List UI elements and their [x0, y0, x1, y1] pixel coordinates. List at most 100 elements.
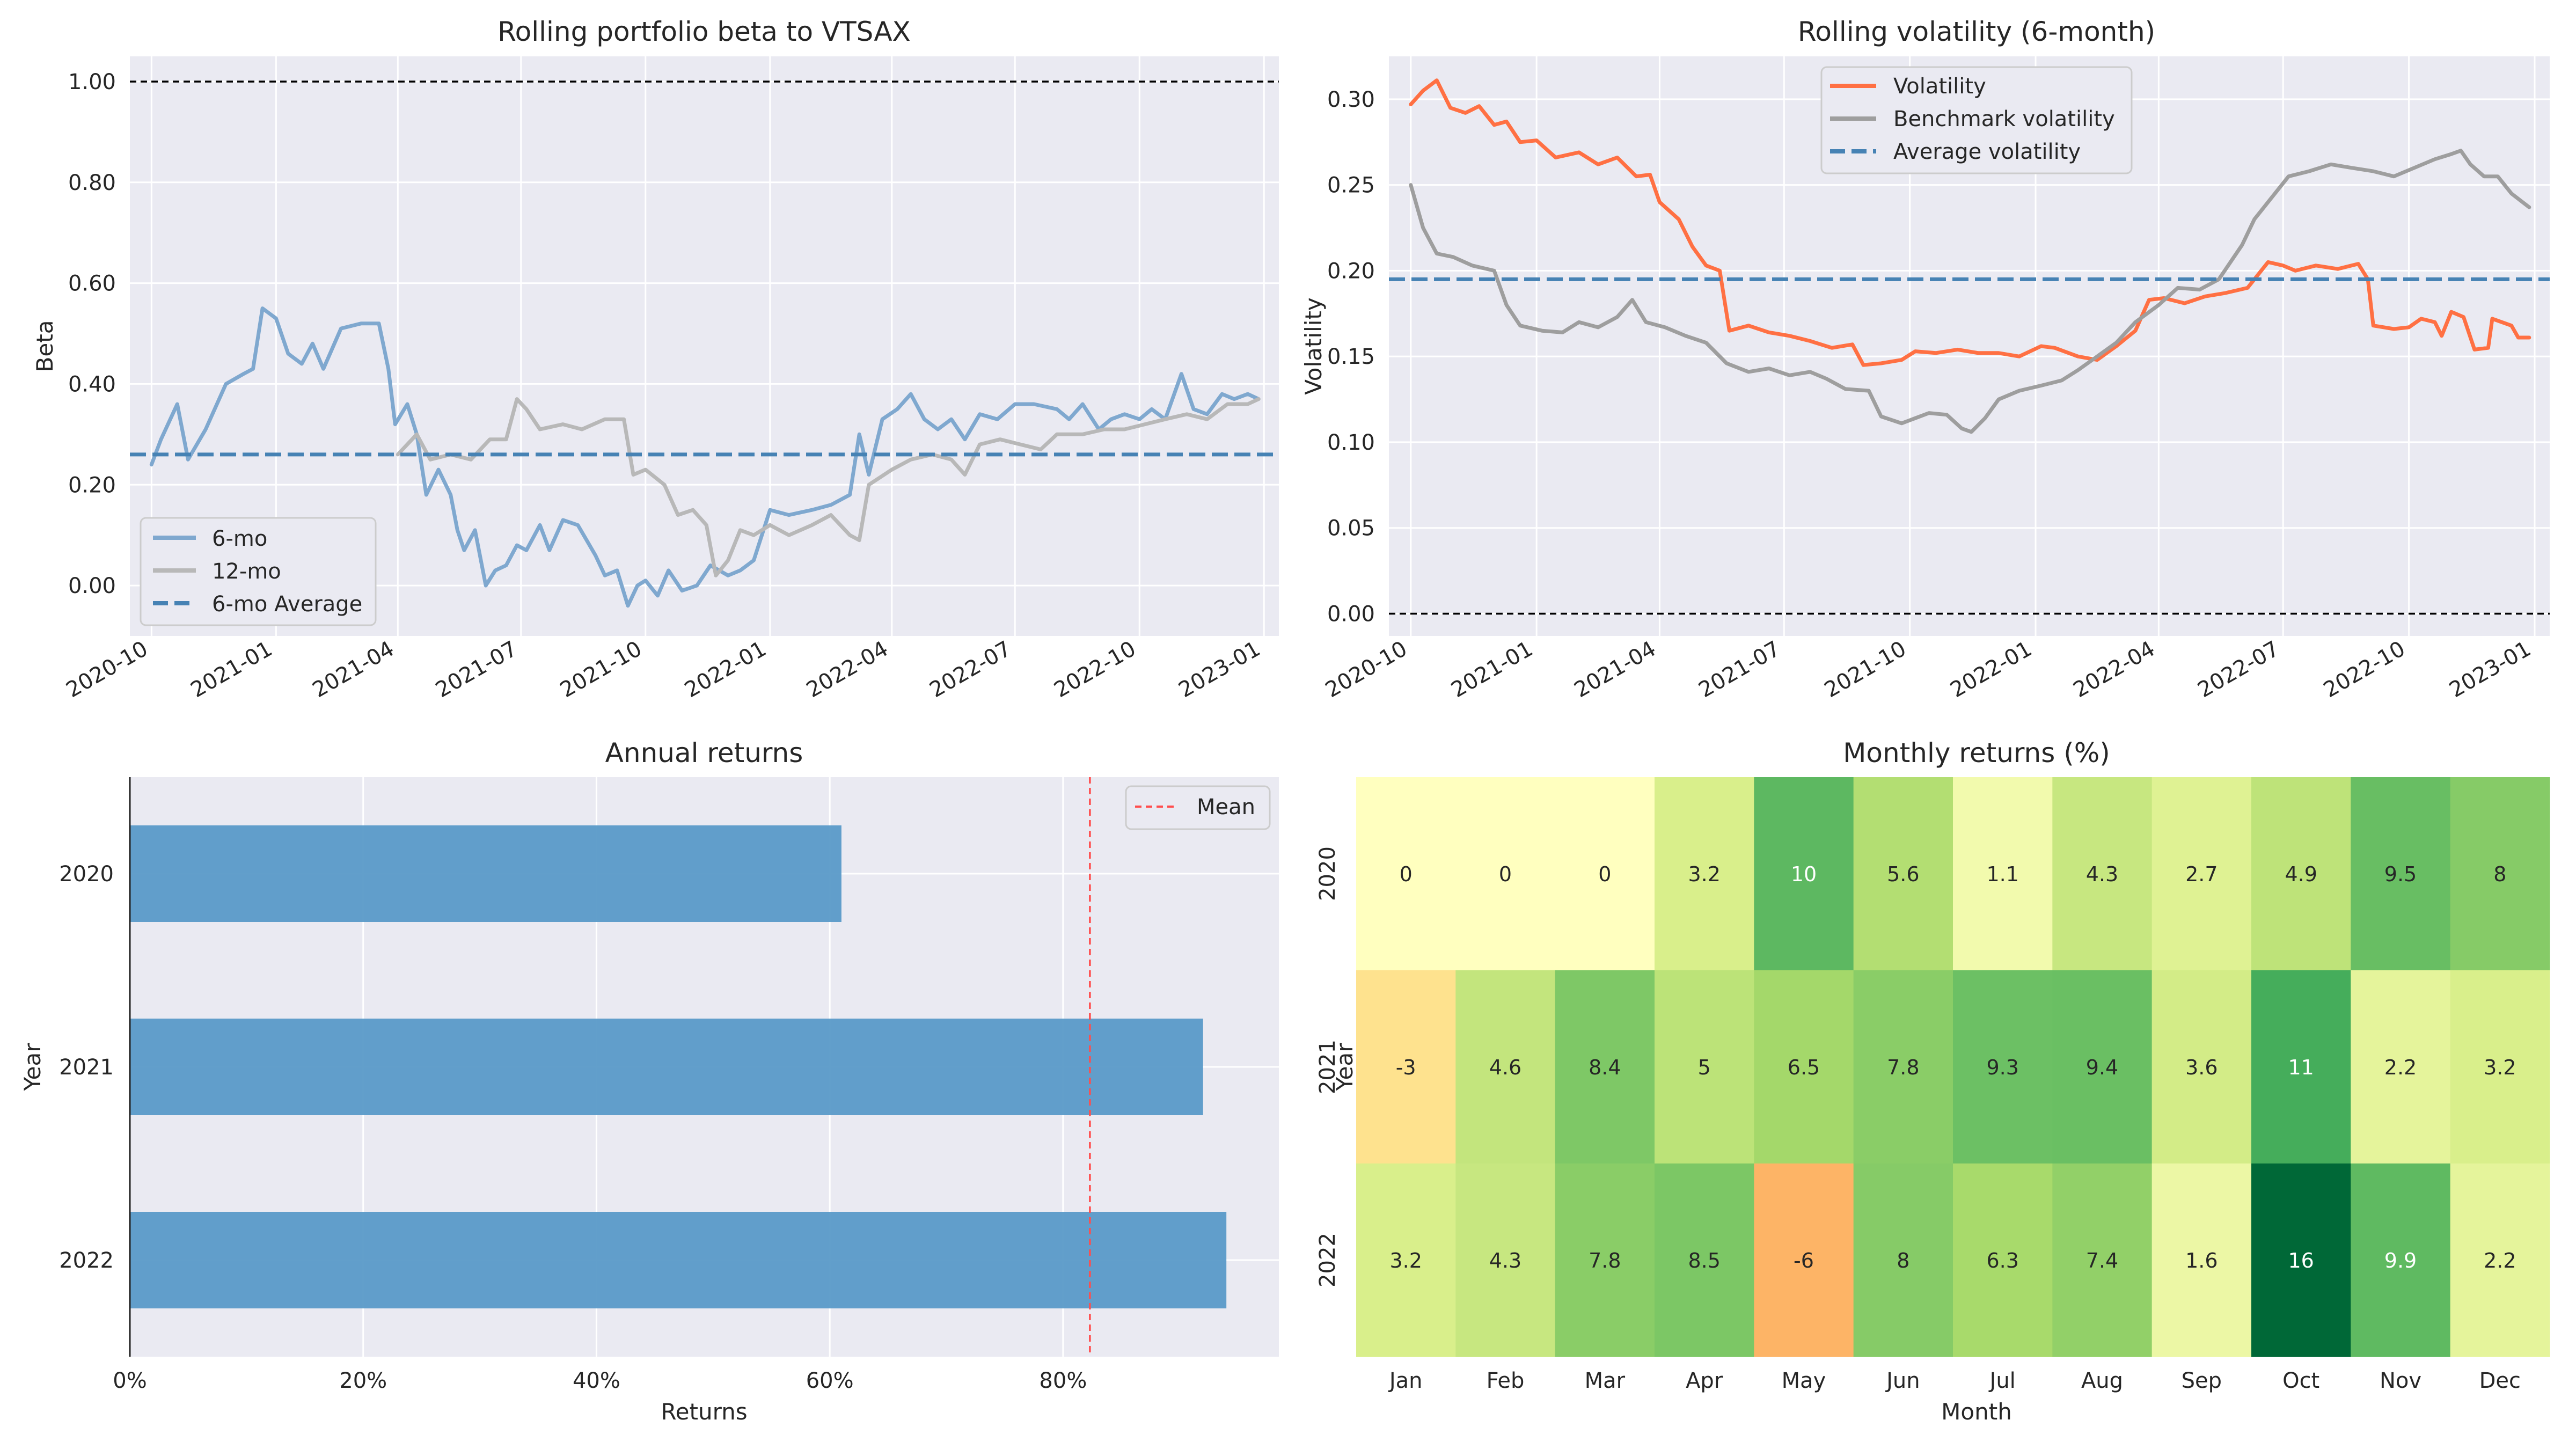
heatmap-cell-value: 7.4	[2086, 1249, 2118, 1272]
annual-returns-y-axis-label: Year	[19, 1043, 46, 1092]
series-line-6-mo	[149, 306, 1261, 608]
x-tick-label: Aug	[2081, 1368, 2123, 1393]
y-tick-label: 2020	[59, 862, 114, 887]
heatmap-cell	[1356, 970, 1456, 1164]
y-tick-label: 0.80	[68, 171, 116, 195]
heatmap-cell-value: 3.2	[1389, 1249, 1422, 1272]
y-tick-label: 2022	[1315, 1233, 1340, 1287]
heatmap-cell-value: 8	[1897, 1249, 1909, 1272]
y-tick-label: 1.00	[68, 70, 116, 94]
y-tick-label: 0.40	[68, 372, 116, 397]
y-tick-label: 0.25	[1327, 173, 1375, 198]
annual-return-bar-2020	[130, 825, 841, 922]
heatmap-cell-value: 5.6	[1887, 862, 1919, 886]
heatmap-cell-value: 11	[2288, 1056, 2314, 1079]
x-tick-label: 0%	[113, 1368, 147, 1393]
heatmap-cell-value: 1.1	[1986, 862, 2018, 886]
x-tick-label: Oct	[2282, 1368, 2319, 1393]
y-tick-label: 0.10	[1327, 430, 1375, 455]
beta-chart-title: Rolling portfolio beta to VTSAX	[497, 16, 911, 47]
monthly-returns-heatmap: 0 0 0 3.2 10 5.6 1.1 4.3 2.7 4.9 9.5 8 -3 4.6 8.4 5 6.5 7…	[1315, 737, 2550, 1425]
y-tick-label: 0.15	[1327, 345, 1375, 369]
x-tick-label: 20%	[339, 1368, 387, 1393]
heatmap-cell-value: 7.8	[1589, 1249, 1621, 1272]
y-tick-label: 0.05	[1327, 516, 1375, 541]
heatmap-cell	[2251, 970, 2351, 1164]
heatmap-cell	[1853, 970, 1953, 1164]
heatmap-cell-value: -6	[1794, 1249, 1814, 1272]
annual-returns-title: Annual returns	[605, 737, 803, 769]
x-tick-label: Dec	[2479, 1368, 2521, 1393]
heatmap-cell-value: 1.6	[2185, 1249, 2218, 1272]
series-line-volatility	[1409, 78, 2531, 367]
volatility-chart-title: Rolling volatility (6-month)	[1798, 16, 2155, 47]
x-tick-label: Nov	[2380, 1368, 2421, 1393]
y-tick-label: 2020	[1315, 846, 1340, 901]
annual-returns-chart: 0% 20% 40% 60% 80% 2020 2021 2022 Annual retur…	[19, 737, 1279, 1425]
heatmap-cell	[2351, 777, 2451, 971]
heatmap-cell	[1455, 1163, 1556, 1357]
heatmap-cell	[1356, 1163, 1456, 1357]
heatmap-cell-value: 2.2	[2484, 1249, 2516, 1272]
annual-returns-legend-box	[1125, 785, 1271, 830]
heatmap-cell	[2052, 1163, 2153, 1357]
heatmap-cell-value: 0	[1400, 862, 1413, 886]
heatmap-cell-value: 4.6	[1489, 1056, 1521, 1079]
legend-label-12-mo: 12-mo	[212, 559, 281, 584]
beta-chart: 0.000.200.400.600.801.00 2020-10 2021-01 2…	[32, 16, 1279, 702]
heatmap-cell	[2450, 970, 2550, 1164]
x-tick-label: Jan	[1388, 1368, 1423, 1393]
heatmap-cell-value: 9.4	[2086, 1056, 2118, 1079]
legend-label-6-mo: 6-mo	[212, 526, 267, 551]
monthly-returns-title: Monthly returns (%)	[1843, 737, 2110, 769]
heatmap-cell	[2450, 777, 2550, 971]
annual-return-bar-2022	[130, 1212, 1227, 1308]
x-tick-label: Jul	[1988, 1368, 2016, 1393]
heatmap-cell	[1953, 1163, 2053, 1357]
heatmap-cell	[1853, 1163, 1953, 1357]
heatmap-cell	[2052, 970, 2153, 1164]
legend-label-average-volatility: Average volatility	[1893, 140, 2081, 164]
x-tick-label: May	[1782, 1368, 1826, 1393]
heatmap-cell-value: 0	[1499, 862, 1512, 886]
heatmap-cell-value: 7.8	[1887, 1056, 1919, 1079]
heatmap-cell-value: 0	[1598, 862, 1611, 886]
x-tick-label: Sep	[2182, 1368, 2222, 1393]
heatmap-cell	[2351, 970, 2451, 1164]
heatmap-cell	[1555, 970, 1655, 1164]
x-tick-label: Jun	[1885, 1368, 1920, 1393]
legend-label-benchmark-volatility: Benchmark volatility	[1893, 107, 2115, 131]
heatmap-cell	[1655, 777, 1754, 971]
heatmap-cell-value: 5	[1698, 1056, 1711, 1079]
heatmap-cell	[1754, 970, 1854, 1164]
series-line-benchmark-volatility	[1409, 149, 2531, 434]
volatility-chart: 0.000.050.100.150.200.250.30 2020-10 2021…	[1300, 16, 2550, 702]
annual-return-bar-2021	[130, 1019, 1203, 1115]
heatmap-cell	[2251, 777, 2351, 971]
heatmap-cell-value: 8	[2493, 862, 2506, 886]
volatility-legend-box	[1820, 66, 2133, 174]
y-tick-label: 2021	[59, 1055, 114, 1080]
y-tick-label: 0.00	[68, 574, 116, 598]
legend-label-volatility: Volatility	[1893, 74, 1986, 99]
heatmap-cell-value: 8.4	[1589, 1056, 1621, 1079]
heatmap-cell-value: 6.5	[1788, 1056, 1820, 1079]
annual-returns-x-axis-label: Returns	[661, 1399, 747, 1425]
x-tick-label: 40%	[573, 1368, 620, 1393]
heatmap-cell-value: 3.2	[1688, 862, 1720, 886]
heatmap-cell	[1356, 777, 1456, 971]
heatmap-cell-value: 4.9	[2285, 862, 2317, 886]
heatmap-cell-value: 16	[2288, 1249, 2314, 1272]
y-tick-label: 0.30	[1327, 87, 1375, 112]
monthly-returns-y-axis-label: Year	[1331, 1043, 1358, 1092]
y-tick-label: 0.60	[68, 272, 116, 296]
y-tick-label: 2021	[1315, 1040, 1340, 1094]
legend-label-6-mo-average: 6-mo Average	[212, 592, 362, 617]
heatmap-cell	[1953, 970, 2053, 1164]
heatmap-cell	[1555, 1163, 1655, 1357]
heatmap-cell-value: 3.2	[2484, 1056, 2516, 1079]
heatmap-cell-value: 3.6	[2185, 1056, 2218, 1079]
heatmap-cell	[2151, 777, 2252, 971]
heatmap-cell-value: 10	[1791, 862, 1817, 886]
